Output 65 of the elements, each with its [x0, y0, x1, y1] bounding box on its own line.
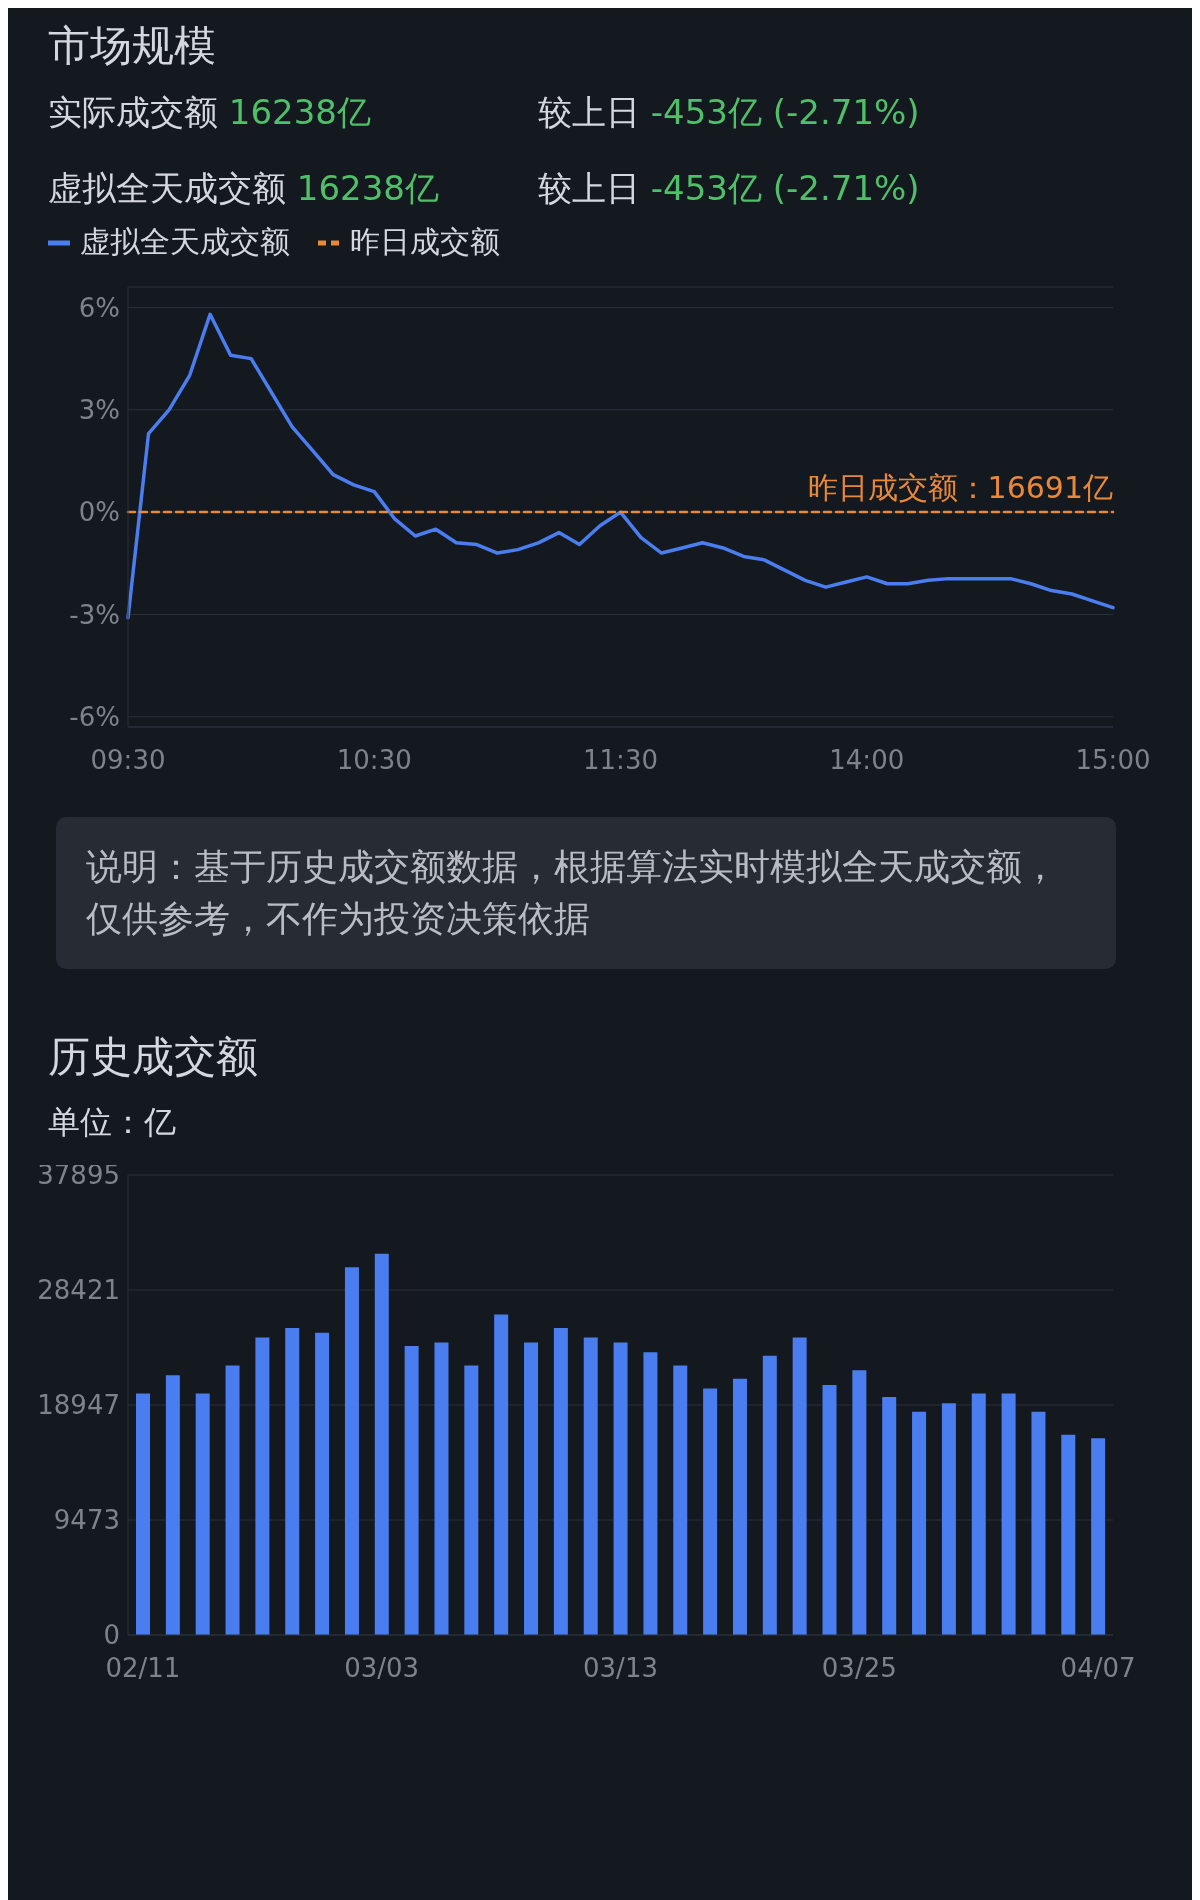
- bar: [344, 1267, 359, 1636]
- bar: [1061, 1435, 1076, 1636]
- bar: [1031, 1412, 1046, 1636]
- bar: [1091, 1438, 1106, 1636]
- bar: [195, 1393, 210, 1636]
- bar: [971, 1393, 986, 1636]
- bar: [852, 1370, 867, 1636]
- y-tick-label: 9473: [53, 1505, 120, 1536]
- bar: [225, 1365, 240, 1636]
- annotation: 昨日成交额：16691亿: [807, 470, 1113, 506]
- bar: [136, 1393, 150, 1636]
- y-tick-label: -3%: [69, 599, 120, 630]
- text: 虚拟全天成交额 16238亿: [48, 167, 440, 210]
- text: 较上日 -453亿 (-2.71%): [538, 167, 921, 210]
- x-tick-label: 15:00: [1075, 745, 1151, 776]
- bar: [374, 1254, 389, 1636]
- y-tick-label: 0: [103, 1620, 120, 1651]
- legend-label: 昨日成交额: [350, 223, 500, 261]
- bar: [524, 1342, 539, 1636]
- x-tick-label: 03/13: [583, 1653, 658, 1684]
- bar: [912, 1412, 927, 1636]
- bar: [404, 1346, 419, 1636]
- bar: [464, 1365, 479, 1636]
- bar: [494, 1314, 509, 1636]
- x-tick-label: 03/25: [821, 1653, 897, 1684]
- chart-title: 市场规模: [48, 20, 217, 72]
- x-tick-label: 04/07: [1060, 1653, 1136, 1684]
- bar: [583, 1337, 598, 1636]
- bar: [673, 1365, 688, 1636]
- bar: [822, 1385, 837, 1636]
- y-tick-label: 37895: [37, 1160, 120, 1191]
- bar: [941, 1403, 956, 1636]
- x-tick-label: 14:00: [829, 745, 905, 776]
- y-tick-label: -6%: [69, 702, 120, 732]
- bar: [285, 1328, 300, 1636]
- bar: [553, 1328, 568, 1636]
- y-tick-label: 18947: [37, 1390, 120, 1421]
- text: 较上日 -453亿 (-2.71%): [538, 91, 921, 134]
- x-tick-label: 02/11: [105, 1653, 181, 1684]
- x-tick-label: 09:30: [90, 745, 166, 776]
- bar: [643, 1352, 658, 1636]
- x-tick-label: 10:30: [336, 745, 412, 776]
- legend-label: 虚拟全天成交额: [80, 223, 290, 261]
- y-tick-label: 3%: [78, 395, 120, 426]
- bar: [613, 1342, 628, 1636]
- bar: [703, 1388, 718, 1636]
- y-tick-label: 6%: [78, 292, 120, 323]
- y-tick-label: 0%: [78, 497, 120, 528]
- chart-subtitle: 单位：亿: [48, 1102, 177, 1144]
- bar: [762, 1356, 777, 1636]
- bar: [315, 1333, 330, 1636]
- bar: [165, 1375, 180, 1636]
- bar: [434, 1342, 449, 1636]
- x-tick-label: 11:30: [583, 745, 658, 776]
- chart-title: 历史成交额: [48, 1031, 259, 1084]
- bar: [255, 1337, 270, 1636]
- y-tick-label: 28421: [37, 1275, 120, 1306]
- x-tick-label: 03/03: [344, 1653, 420, 1684]
- bar: [732, 1379, 747, 1636]
- line-series: [126, 312, 1115, 620]
- text: 实际成交额 16238亿: [48, 91, 372, 134]
- bar: [792, 1337, 807, 1636]
- text: 说明：基于历史成交额数据，根据算法实时模拟全天成交额，仅供参考，不作为投资决策依据: [56, 817, 1116, 970]
- bar: [882, 1397, 897, 1636]
- bar: [1001, 1393, 1016, 1636]
